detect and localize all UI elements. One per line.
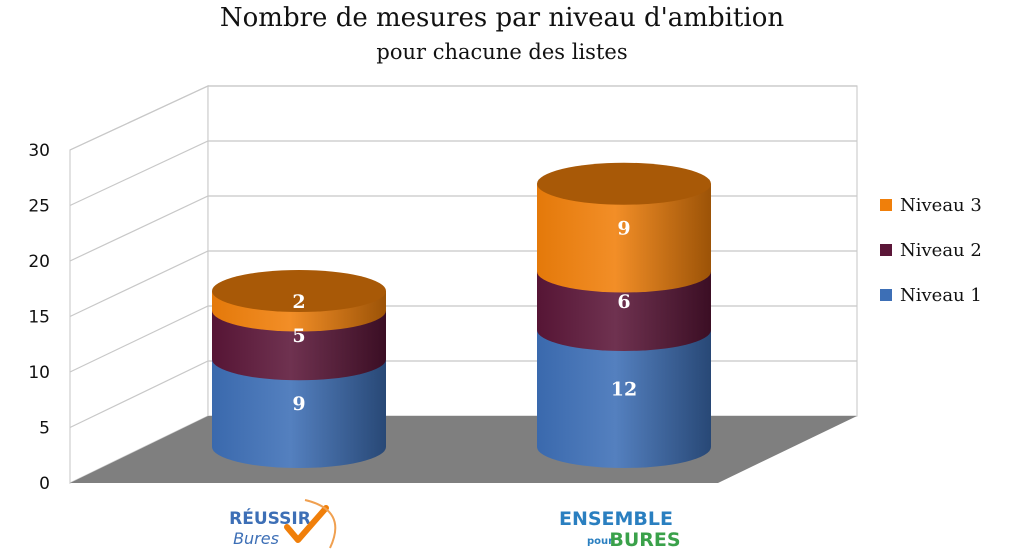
bar-segment-niveau-1 <box>537 330 711 468</box>
bar-top-cap <box>212 270 386 312</box>
reussir-bures-logo: RÉUSSIR Bures <box>229 499 337 549</box>
logo-left-line1: RÉUSSIR <box>229 507 311 529</box>
y-axis: 0 5 10 15 20 25 30 <box>28 141 50 494</box>
y-tick-label: 0 <box>39 474 50 494</box>
legend-swatch-niveau-3 <box>880 199 892 211</box>
ensemble-pour-bures-logo: ENSEMBLE pour BURES <box>559 508 681 551</box>
bar-stack-ensemble-pour-bures <box>537 162 711 468</box>
bar-segment-niveau-2 <box>537 271 711 351</box>
floor <box>70 416 857 483</box>
legend: Niveau 3 Niveau 2 Niveau 1 <box>880 195 982 306</box>
bar-stack-reussir-bures <box>212 270 386 468</box>
logo-right-line1: ENSEMBLE <box>559 508 673 530</box>
data-label: 6 <box>617 291 630 313</box>
legend-label-niveau-3: Niveau 3 <box>900 195 982 216</box>
bar-segment-niveau-1 <box>212 359 386 468</box>
data-label: 12 <box>611 379 637 401</box>
logo-arc <box>304 499 337 549</box>
y-tick-label: 25 <box>28 197 50 217</box>
logo-right-line2b: BURES <box>609 529 680 551</box>
y-tick-label: 5 <box>39 419 50 439</box>
legend-swatch-niveau-2 <box>880 244 892 256</box>
y-tick-label: 15 <box>28 308 50 328</box>
chart-title: Nombre de mesures par niveau d'ambition <box>220 3 784 33</box>
data-label: 9 <box>292 393 305 415</box>
side-wall <box>69 85 209 484</box>
logo-right-line2a: pour <box>587 536 613 547</box>
chart-floor <box>70 416 857 483</box>
data-label: 2 <box>292 291 305 313</box>
gridline <box>69 140 857 207</box>
chart-subtitle: pour chacune des listes <box>376 40 627 64</box>
logo-left-line2: Bures <box>233 529 279 548</box>
bar-segment-niveau-3 <box>537 183 711 293</box>
legend-swatch-niveau-1 <box>880 289 892 301</box>
bars <box>212 162 711 468</box>
gridline <box>69 85 857 151</box>
y-tick-label: 10 <box>28 363 50 383</box>
data-label: 5 <box>292 325 305 347</box>
y-tick-label: 20 <box>28 252 50 272</box>
y-tick-label: 30 <box>28 141 50 161</box>
checkmark-icon <box>284 505 329 543</box>
data-label: 9 <box>617 218 630 240</box>
data-labels: 9 5 2 12 6 9 <box>292 218 637 416</box>
legend-label-niveau-2: Niveau 2 <box>900 240 982 261</box>
legend-label-niveau-1: Niveau 1 <box>900 285 982 306</box>
bar-top-cap <box>537 162 711 205</box>
